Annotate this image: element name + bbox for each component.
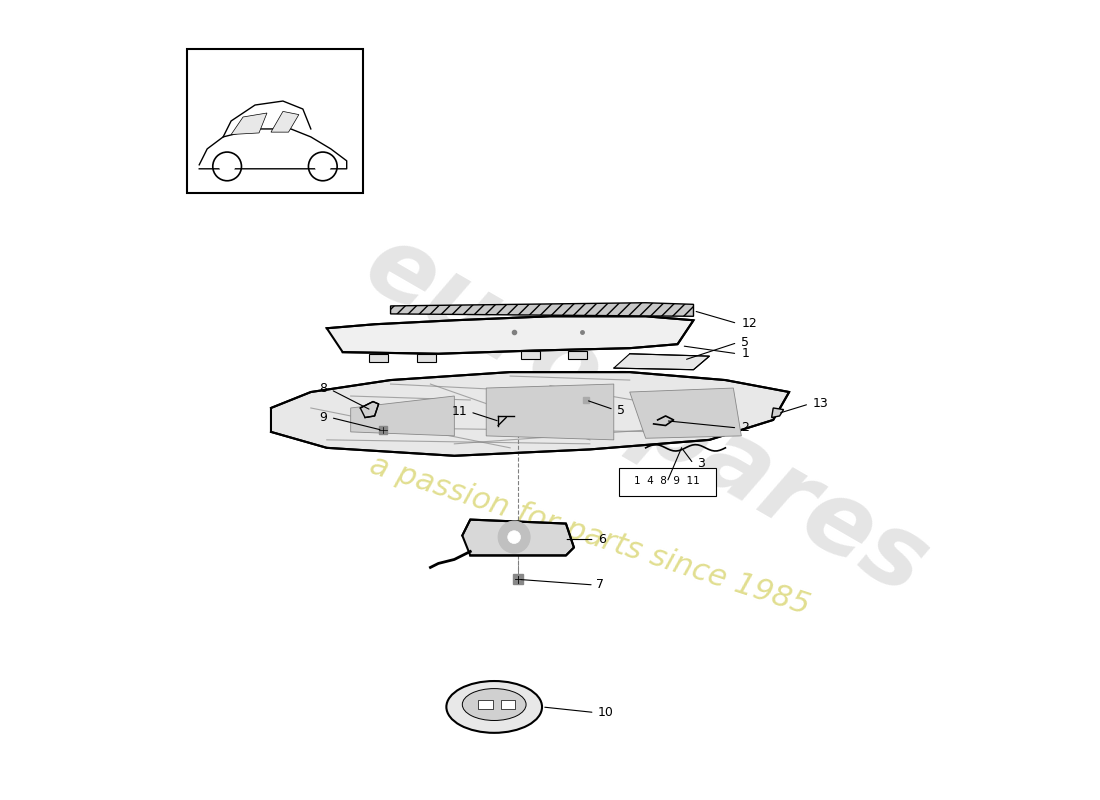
Ellipse shape xyxy=(462,689,526,721)
Text: a passion for parts since 1985: a passion for parts since 1985 xyxy=(366,450,814,621)
FancyBboxPatch shape xyxy=(500,700,515,710)
Text: 7: 7 xyxy=(596,578,604,591)
Text: 10: 10 xyxy=(597,706,614,719)
FancyBboxPatch shape xyxy=(520,351,540,359)
Circle shape xyxy=(498,521,530,553)
FancyBboxPatch shape xyxy=(187,50,363,193)
Circle shape xyxy=(219,158,235,174)
Polygon shape xyxy=(771,408,783,418)
Text: 3: 3 xyxy=(696,458,705,470)
Text: 13: 13 xyxy=(812,398,828,410)
Polygon shape xyxy=(351,396,454,436)
FancyBboxPatch shape xyxy=(417,354,436,362)
Polygon shape xyxy=(271,111,299,132)
Text: 11: 11 xyxy=(451,405,468,418)
Text: eurospares: eurospares xyxy=(348,216,944,616)
Polygon shape xyxy=(653,416,673,426)
Text: 5: 5 xyxy=(617,404,625,417)
Text: 1: 1 xyxy=(741,347,749,360)
Polygon shape xyxy=(486,384,614,440)
Circle shape xyxy=(508,530,520,543)
Polygon shape xyxy=(361,402,378,418)
Polygon shape xyxy=(629,388,741,438)
Polygon shape xyxy=(231,113,267,134)
Text: 12: 12 xyxy=(741,317,757,330)
Text: 6: 6 xyxy=(597,533,606,546)
FancyBboxPatch shape xyxy=(619,468,716,497)
Text: 2: 2 xyxy=(741,422,749,434)
Polygon shape xyxy=(390,302,693,316)
Text: 9: 9 xyxy=(319,411,327,424)
Ellipse shape xyxy=(447,681,542,733)
Polygon shape xyxy=(462,519,574,555)
Text: 5: 5 xyxy=(741,336,749,349)
FancyBboxPatch shape xyxy=(569,350,587,358)
Polygon shape xyxy=(271,372,789,456)
FancyBboxPatch shape xyxy=(478,700,493,710)
FancyBboxPatch shape xyxy=(368,354,388,362)
Polygon shape xyxy=(614,354,710,370)
Text: 8: 8 xyxy=(319,382,327,395)
Circle shape xyxy=(315,158,331,174)
Text: 1  4  8  9  11: 1 4 8 9 11 xyxy=(635,476,700,486)
Polygon shape xyxy=(327,316,693,354)
